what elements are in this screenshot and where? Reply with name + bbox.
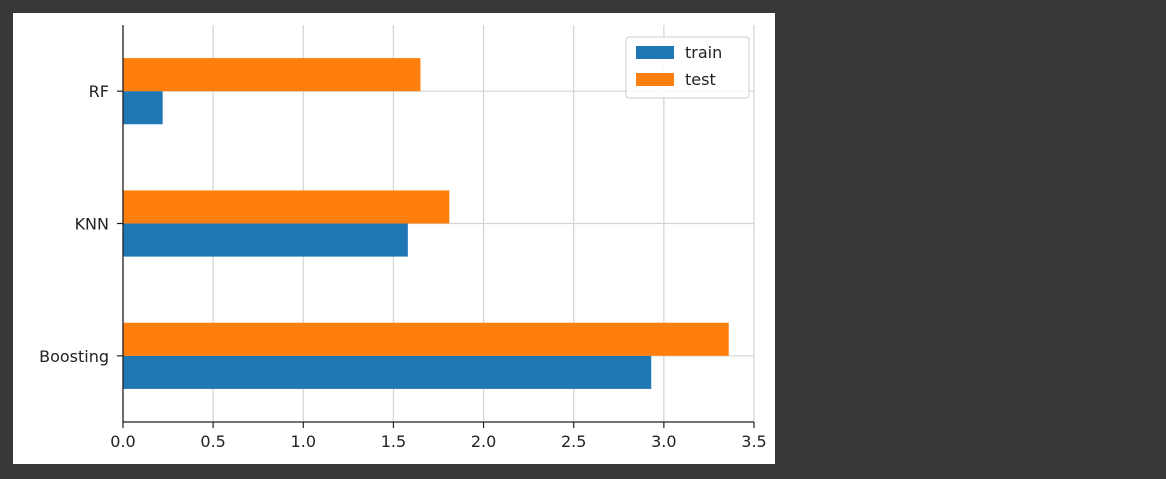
chart-card: 0.0 0.5 1.0 1.5 2.0 2.5 3.0 3.5 Boosting KNN RF tr… — [13, 13, 775, 464]
axes — [117, 25, 755, 428]
bar-test-knn — [123, 190, 450, 224]
y-tick-label: KNN — [75, 215, 109, 234]
bar-test-rf — [123, 58, 421, 92]
y-tick-label: Boosting — [39, 347, 109, 366]
x-tick-label: 2.5 — [561, 432, 586, 451]
legend-swatch-train — [636, 46, 674, 59]
legend: train test — [625, 36, 750, 99]
bar-train-boosting — [123, 355, 652, 389]
x-tick-label: 2.0 — [471, 432, 496, 451]
bar-train-knn — [123, 223, 408, 257]
bar-test-boosting — [123, 322, 729, 356]
bar-chart: 0.0 0.5 1.0 1.5 2.0 2.5 3.0 3.5 Boosting KNN RF tr… — [39, 25, 767, 451]
tick-labels: 0.0 0.5 1.0 1.5 2.0 2.5 3.0 3.5 Boosting KNN RF — [39, 82, 767, 451]
legend-swatch-test — [636, 73, 674, 86]
legend-label-test: test — [685, 70, 716, 89]
x-tick-label: 3.0 — [651, 432, 676, 451]
y-tick-label: RF — [89, 82, 109, 101]
x-tick-label: 3.5 — [741, 432, 766, 451]
legend-label-train: train — [685, 43, 722, 62]
x-tick-label: 0.5 — [200, 432, 225, 451]
x-tick-label: 1.5 — [381, 432, 406, 451]
bars — [123, 58, 729, 389]
bar-train-rf — [123, 91, 163, 125]
x-tick-label: 0.0 — [110, 432, 135, 451]
x-tick-label: 1.0 — [291, 432, 316, 451]
